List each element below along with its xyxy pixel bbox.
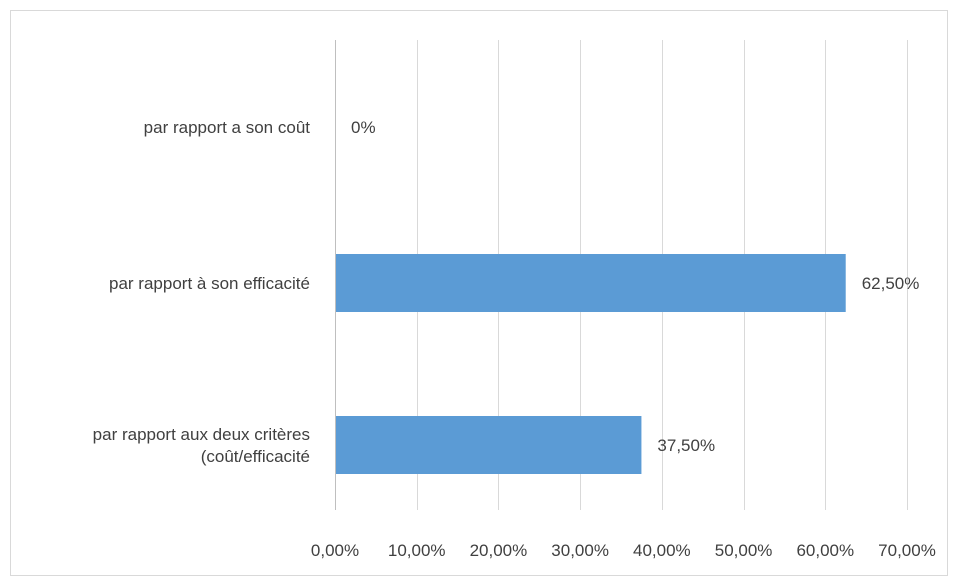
labels: 0,00% 10,00% 20,00% 30,00% 40,00% 50,00% 60,00…	[93, 118, 936, 560]
category-label: par rapport à son efficacité	[109, 274, 310, 293]
tick-label: 0,00%	[311, 541, 359, 560]
data-label: 37,50%	[657, 436, 715, 455]
category-label: par rapport a son coût	[144, 118, 311, 137]
tick-label: 20,00%	[470, 541, 528, 560]
tick-label: 60,00%	[796, 541, 854, 560]
bars	[335, 254, 846, 474]
tick-label: 40,00%	[633, 541, 691, 560]
tick-label: 10,00%	[388, 541, 446, 560]
tick-label: 50,00%	[715, 541, 773, 560]
bar-2	[335, 416, 642, 474]
category-label: par rapport aux deux critères	[93, 425, 310, 444]
category-label: (coût/efficacité	[201, 447, 310, 466]
data-label: 0%	[351, 118, 376, 137]
bar-1	[335, 254, 846, 312]
tick-label: 70,00%	[878, 541, 936, 560]
tick-label: 30,00%	[551, 541, 609, 560]
data-label: 62,50%	[862, 274, 920, 293]
